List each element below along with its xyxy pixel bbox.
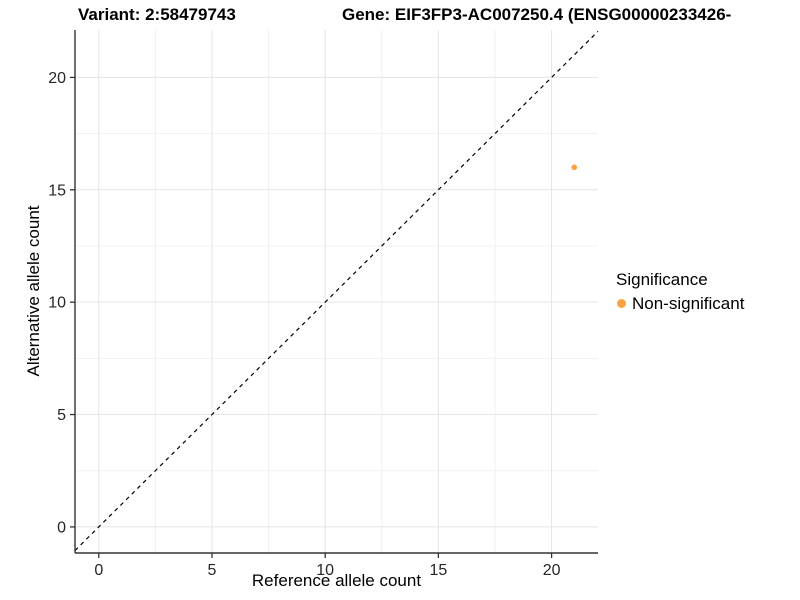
y-tick-label: 0: [57, 519, 66, 536]
y-tick-label: 10: [48, 295, 66, 312]
identity-reference-line: [74, 30, 599, 551]
gene-title: Gene: EIF3FP3-AC007250.4 (ENSG0000023342…: [342, 5, 732, 24]
x-tick-label: 5: [208, 562, 217, 579]
x-tick-label: 10: [316, 562, 334, 579]
legend: Significance Non-significant: [615, 269, 744, 314]
legend-point-icon: [617, 299, 626, 308]
data-point: [571, 164, 578, 171]
y-tick-label: 15: [48, 182, 66, 199]
x-tick-label: 20: [543, 562, 561, 579]
x-tick-label: 0: [94, 562, 103, 579]
y-tick-label: 20: [48, 70, 66, 87]
variant-title: Variant: 2:58479743: [78, 5, 236, 24]
legend-item: Non-significant: [615, 293, 744, 314]
x-axis-title: Reference allele count: [251, 571, 422, 590]
y-tick-label: 5: [57, 407, 66, 424]
x-tick-label: 15: [429, 562, 447, 579]
y-axis-title: Alternative allele count: [24, 205, 43, 377]
legend-item-label: Non-significant: [632, 294, 745, 313]
legend-title: Significance: [616, 270, 708, 289]
